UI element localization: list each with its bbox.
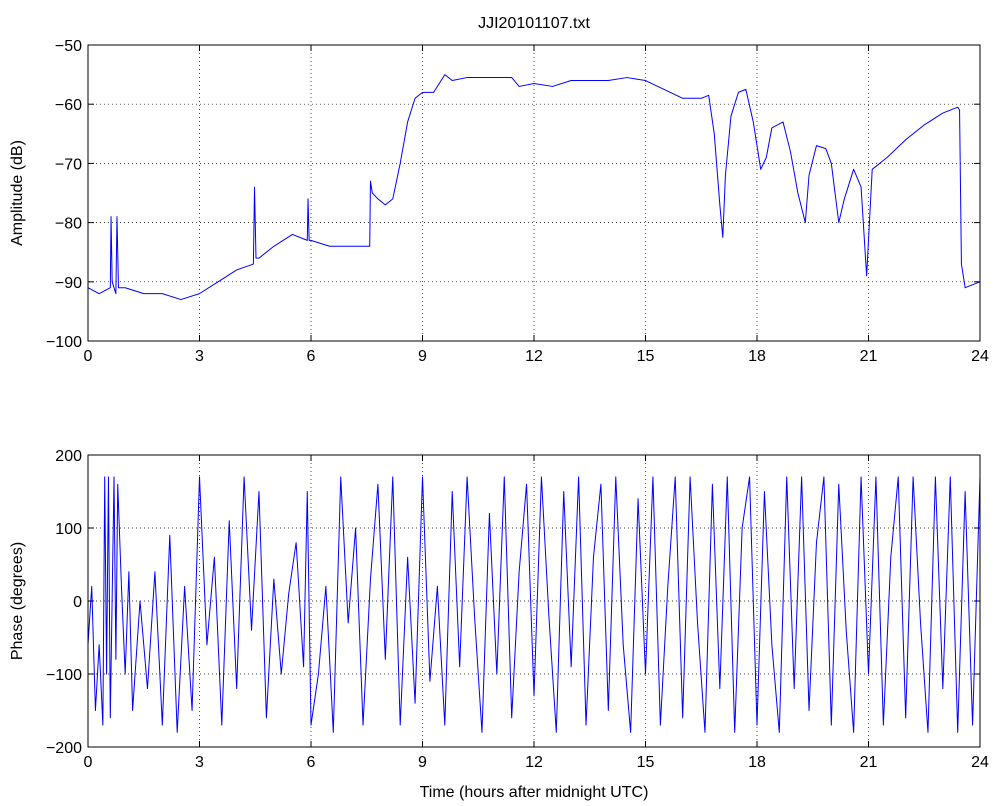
y-tick-label: 0 bbox=[73, 594, 82, 611]
x-tick-label: 21 bbox=[860, 754, 878, 771]
amplitude-ticks: 0 3 6 9 12 15 18 21 24 −100 −90 −80 −70 −60 −50 bbox=[46, 38, 989, 365]
y-tick-label: 100 bbox=[55, 521, 82, 538]
y-tick-label: −60 bbox=[55, 97, 82, 114]
time-x-axis-label: Time (hours after midnight UTC) bbox=[420, 784, 649, 801]
x-tick-label: 3 bbox=[195, 348, 204, 365]
x-tick-label: 6 bbox=[307, 348, 316, 365]
chart-title: JJI20101107.txt bbox=[478, 15, 590, 32]
x-tick-label: 12 bbox=[525, 348, 543, 365]
y-tick-label: −70 bbox=[55, 156, 82, 173]
phase-axes: 0 3 6 9 12 15 18 21 24 −200 −100 0 100 200 Phase (deg… bbox=[9, 448, 989, 801]
x-tick-label: 15 bbox=[637, 348, 655, 365]
amplitude-axes: 0 3 6 9 12 15 18 21 24 −100 −90 −80 −70 −60 −50 JJI201… bbox=[9, 15, 989, 365]
y-tick-label: −90 bbox=[55, 275, 82, 292]
y-tick-label: −200 bbox=[46, 740, 82, 757]
x-tick-label: 24 bbox=[971, 348, 989, 365]
phase-trace bbox=[87, 476, 981, 733]
x-tick-label: 21 bbox=[860, 348, 878, 365]
y-tick-label: −100 bbox=[46, 667, 82, 684]
x-tick-label: 3 bbox=[195, 754, 204, 771]
phase-y-axis-label: Phase (degrees) bbox=[9, 542, 26, 660]
x-tick-label: 0 bbox=[84, 348, 93, 365]
y-tick-label: −100 bbox=[46, 334, 82, 351]
x-tick-label: 9 bbox=[418, 348, 427, 365]
x-tick-label: 15 bbox=[637, 754, 655, 771]
y-tick-label: −50 bbox=[55, 38, 82, 55]
x-tick-label: 24 bbox=[971, 754, 989, 771]
y-tick-label: 200 bbox=[55, 448, 82, 465]
y-tick-label: −80 bbox=[55, 216, 82, 233]
x-tick-label: 18 bbox=[748, 754, 766, 771]
phase-grid bbox=[88, 455, 980, 747]
x-tick-label: 0 bbox=[84, 754, 93, 771]
amplitude-trace bbox=[87, 74, 981, 301]
x-tick-label: 9 bbox=[418, 754, 427, 771]
phase-ticks: 0 3 6 9 12 15 18 21 24 −200 −100 0 100 200 bbox=[46, 448, 989, 771]
x-tick-label: 18 bbox=[748, 348, 766, 365]
amplitude-y-axis-label: Amplitude (dB) bbox=[9, 140, 26, 246]
x-tick-label: 6 bbox=[307, 754, 316, 771]
amplitude-grid bbox=[88, 45, 980, 341]
x-tick-label: 12 bbox=[525, 754, 543, 771]
